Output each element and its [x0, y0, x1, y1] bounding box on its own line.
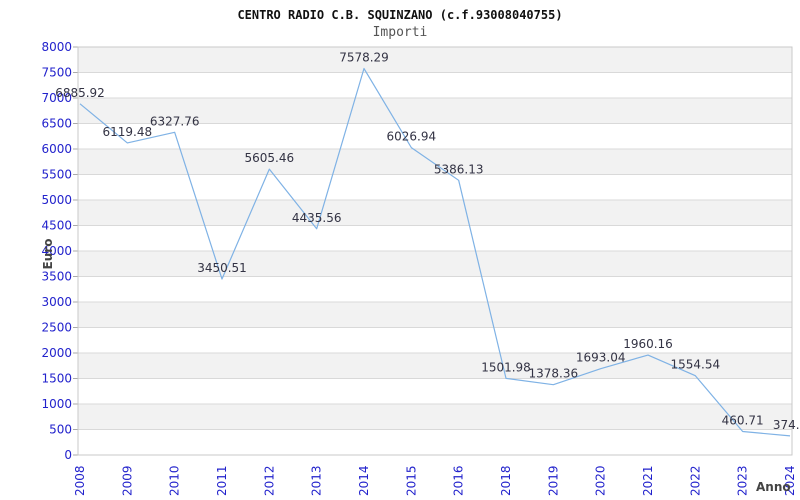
y-tick-label: 500	[49, 423, 72, 437]
point-label: 7578.29	[339, 51, 389, 65]
plot-band	[78, 276, 792, 302]
point-label: 6119.48	[103, 125, 153, 139]
x-tick-label: 2015	[404, 465, 418, 496]
plot-band	[78, 149, 792, 175]
x-tick-label: 2019	[546, 465, 560, 496]
point-label: 1501.98	[481, 360, 531, 374]
plot-band	[78, 72, 792, 98]
x-tick-label: 2010	[168, 465, 182, 496]
y-tick-label: 5000	[41, 193, 72, 207]
plot-border	[77, 46, 793, 456]
x-tick-label: 2013	[310, 465, 324, 496]
x-tick-label: 2020	[594, 465, 608, 496]
series-line	[79, 67, 791, 437]
y-tick-label: 0	[64, 448, 72, 462]
y-axis-title: Euro	[41, 238, 55, 270]
y-tick-label: 4500	[41, 219, 72, 233]
plot-band	[78, 302, 792, 328]
plot-band	[78, 98, 792, 124]
point-label: 3450.51	[197, 261, 247, 275]
y-tick-label: 2000	[41, 346, 72, 360]
x-tick-label: 2014	[357, 465, 371, 496]
x-tick-label: 2022	[688, 465, 702, 496]
plot-band	[78, 251, 792, 277]
x-tick-label: 2018	[499, 465, 513, 496]
point-label: 1378.36	[529, 367, 579, 381]
plot-band	[78, 327, 792, 353]
chart-subtitle: Importi	[372, 25, 428, 40]
point-label: 6885.92	[55, 86, 105, 100]
y-tick-label: 1500	[41, 372, 72, 386]
x-axis-title: Anno	[756, 480, 791, 494]
y-tick-label: 2500	[41, 321, 72, 335]
y-tick-label: 1000	[41, 397, 72, 411]
point-label: 460.71	[722, 414, 764, 428]
y-tick-label: 6500	[41, 117, 72, 131]
x-tick-label: 2008	[73, 465, 87, 496]
x-tick-label: 2021	[641, 465, 655, 496]
y-tick-label: 8000	[41, 40, 72, 54]
chart-title: CENTRO RADIO C.B. SQUINZANO (c.f.9300804…	[237, 8, 563, 22]
y-tick-label: 7000	[41, 91, 72, 105]
plot-band	[78, 225, 792, 251]
plot-band	[78, 174, 792, 200]
point-label: 1554.54	[671, 358, 721, 372]
point-label: 374.6	[773, 418, 800, 432]
y-tick-label: 7500	[41, 66, 72, 80]
plot-band	[78, 47, 792, 73]
y-tick-label: 5500	[41, 168, 72, 182]
x-tick-label: 2016	[452, 465, 466, 496]
point-label: 6327.76	[150, 114, 200, 128]
x-tick-label: 2012	[262, 465, 276, 496]
point-label: 1693.04	[576, 351, 626, 365]
point-label: 4435.56	[292, 211, 342, 225]
x-tick-label: 2023	[736, 465, 750, 496]
point-label: 5605.46	[245, 151, 295, 165]
y-tick-label: 3000	[41, 295, 72, 309]
point-label: 5386.13	[434, 162, 484, 176]
x-tick-label: 2024	[783, 465, 797, 496]
y-tick-label: 6000	[41, 142, 72, 156]
y-tick-label: 3500	[41, 270, 72, 284]
x-tick-label: 2009	[120, 465, 134, 496]
plot-band	[78, 200, 792, 226]
point-label: 1960.16	[623, 337, 673, 351]
point-label: 6026.94	[387, 130, 437, 144]
plot-band	[78, 378, 792, 404]
plot-band	[78, 404, 792, 430]
y-tick-label: 4000	[41, 244, 72, 258]
plot-band	[78, 429, 792, 455]
plot-band	[78, 123, 792, 149]
x-tick-label: 2011	[215, 465, 229, 496]
